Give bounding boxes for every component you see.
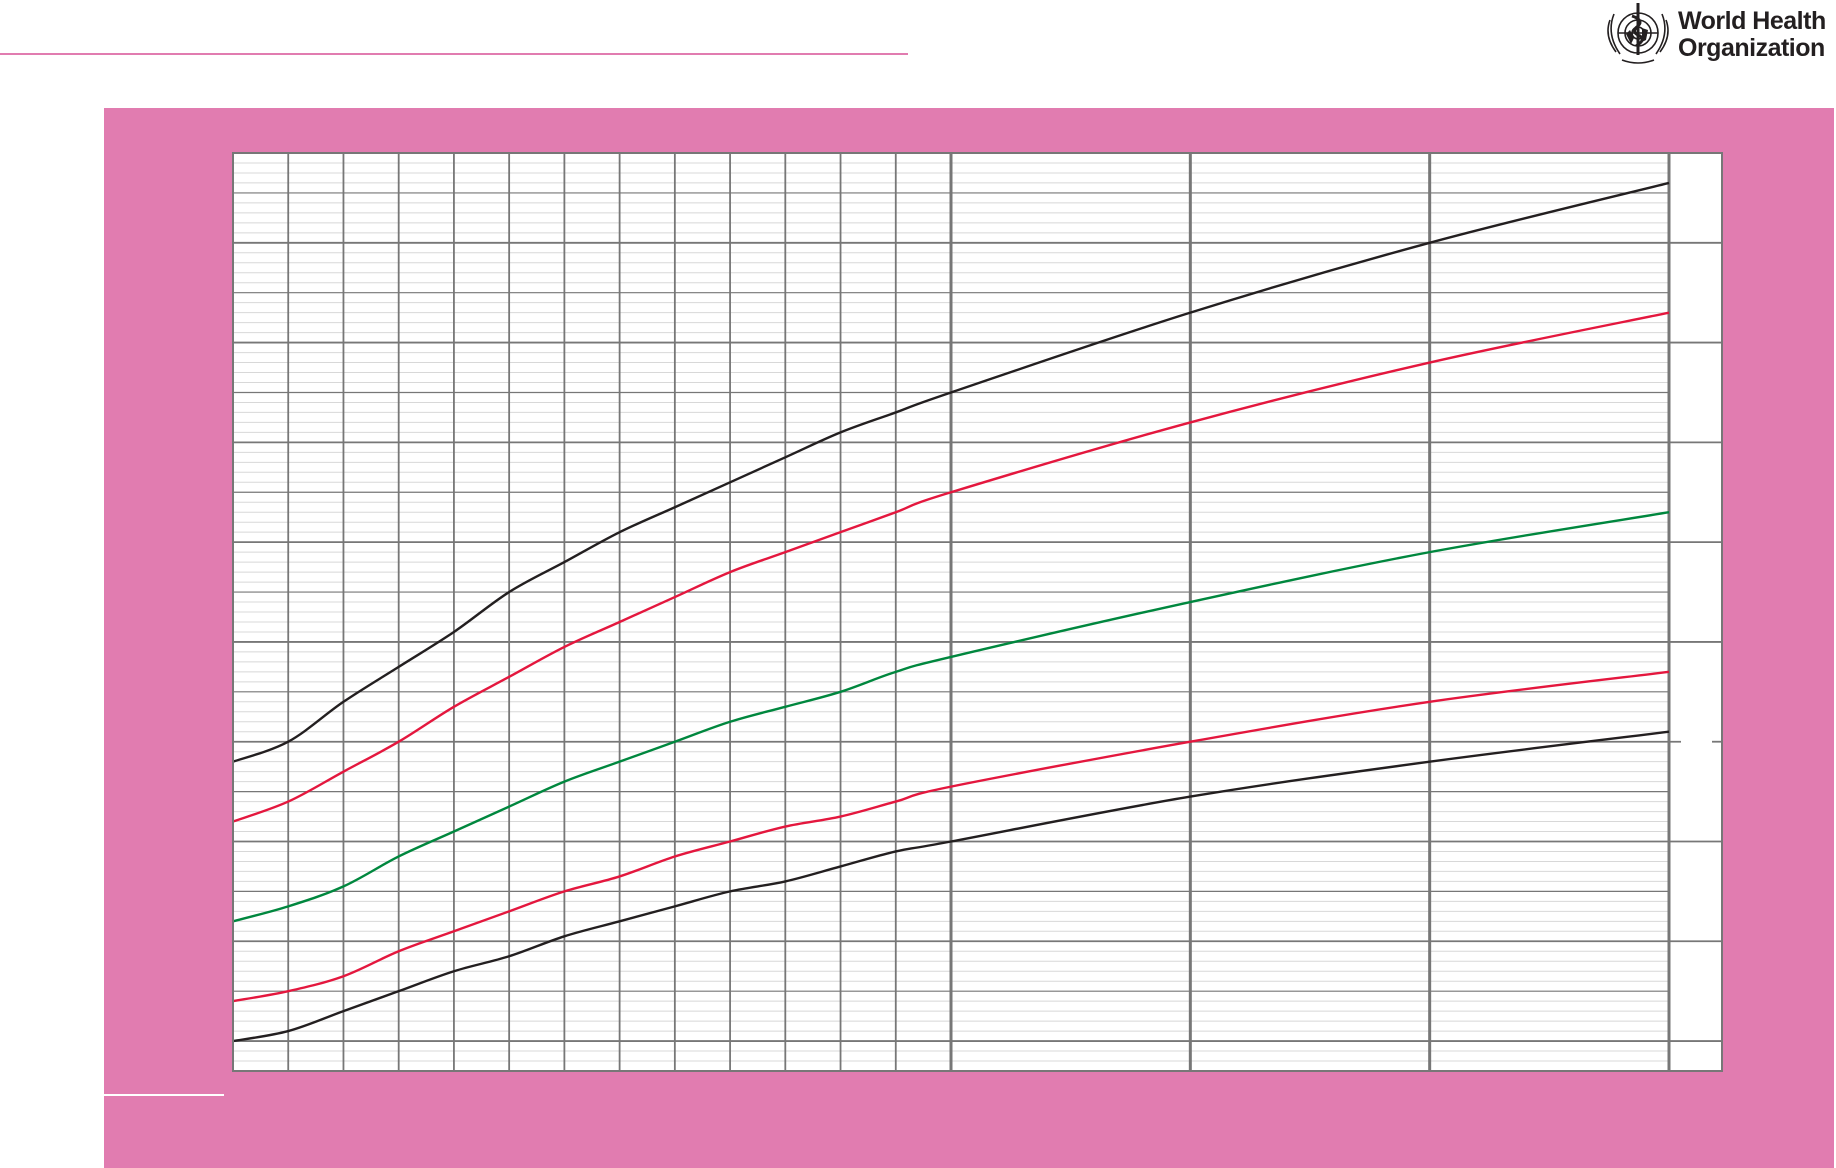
logo-line-1: World Health — [1678, 7, 1826, 35]
who-logo: World Health Organization — [1600, 0, 1836, 70]
logo-line-2: Organization — [1678, 34, 1825, 62]
grid-vertical — [287, 153, 1671, 1071]
header-rule — [0, 53, 908, 55]
logo-text: World Health Organization — [1678, 8, 1826, 62]
curve-z2 — [232, 311, 1670, 823]
curve-z0 — [232, 511, 1670, 923]
curve-zm3 — [232, 730, 1670, 1043]
curves — [232, 181, 1670, 1043]
who-emblem-icon — [1607, 3, 1669, 64]
plot-border — [232, 152, 1723, 1072]
curve-z3 — [232, 181, 1670, 763]
panel-rule — [104, 1094, 224, 1096]
grid-major — [233, 241, 1722, 1042]
curve-zm2 — [232, 670, 1670, 1003]
